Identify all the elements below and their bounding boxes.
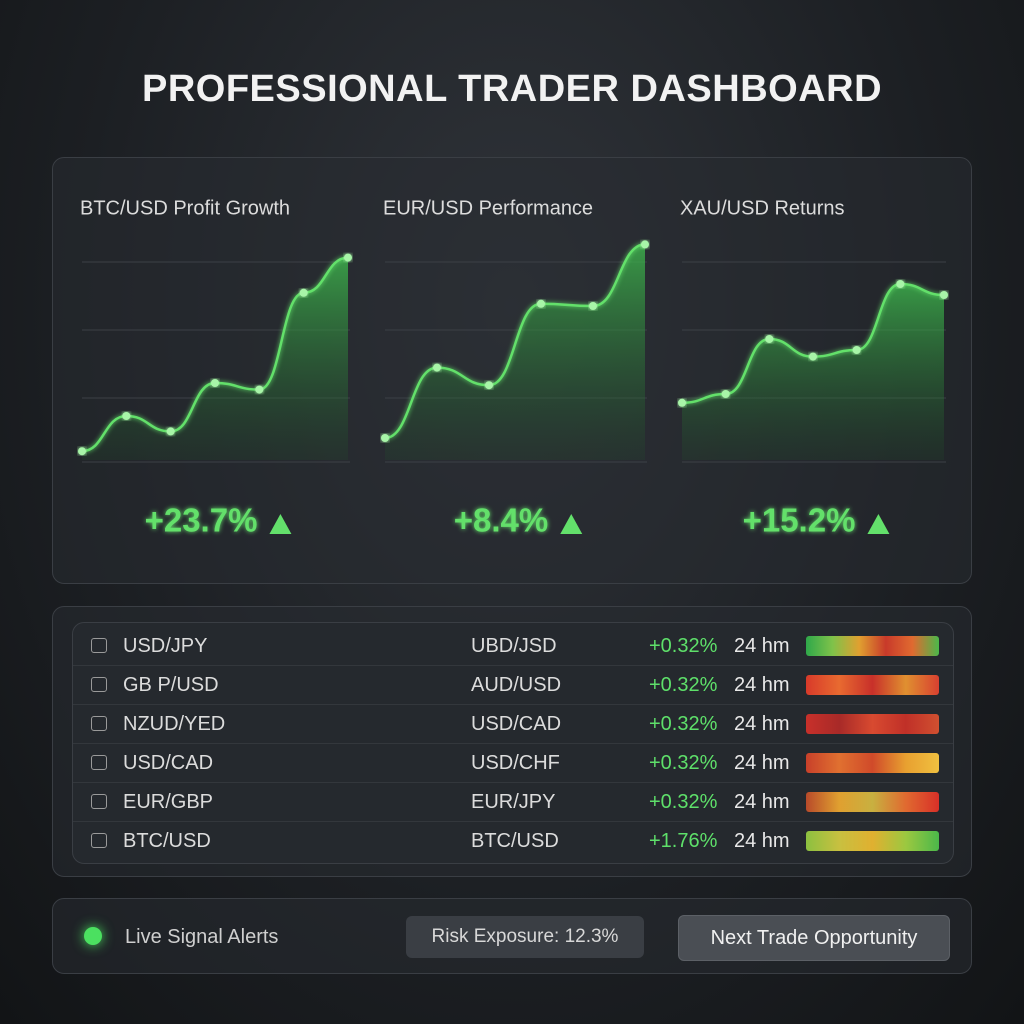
heat-bar: [806, 753, 939, 773]
row-icon: [91, 638, 107, 653]
area: [385, 244, 645, 460]
point: [641, 240, 649, 249]
pair-alt: USD/CAD: [471, 713, 562, 735]
table-row: BTC/USD BTC/USD +1.76% 24 hm: [73, 821, 953, 860]
line: [384, 243, 646, 440]
period: 24 hm: [734, 713, 790, 735]
point: [122, 412, 131, 420]
chart-title: BTC/USD Profit Growth: [80, 197, 290, 219]
point: [896, 280, 905, 288]
pair-alt: EUR/JPY: [471, 791, 556, 813]
pair-alt: USD/CHF: [471, 752, 560, 774]
area: [682, 284, 944, 460]
point: [433, 363, 441, 372]
point: [537, 299, 545, 308]
alerts-label: Live Signal Alerts: [125, 926, 279, 948]
change-label: +8.4%: [454, 502, 549, 539]
period: 24 hm: [734, 791, 790, 813]
pair: USD/JPY: [123, 635, 208, 657]
heat-bar: [806, 636, 939, 656]
row-icon: [91, 716, 107, 731]
up-arrow: [560, 514, 583, 534]
pair: BTC/USD: [123, 830, 211, 852]
period: 24 hm: [734, 830, 790, 852]
point: [166, 427, 175, 436]
heat-bar: [806, 831, 939, 851]
change: +1.76%: [649, 830, 718, 852]
row-icon: [91, 833, 107, 848]
chart-title: EUR/USD Performance: [383, 197, 593, 219]
point: [765, 335, 774, 343]
point: [381, 434, 389, 442]
change: +0.32%: [649, 713, 718, 735]
point: [485, 381, 493, 390]
point: [344, 253, 352, 262]
change-label: +15.2%: [743, 502, 856, 539]
change: +0.32%: [649, 635, 718, 657]
point: [589, 302, 597, 310]
point: [299, 288, 308, 297]
table-row: USD/CAD USD/CHF +0.32% 24 hm: [73, 743, 953, 783]
period: 24 hm: [734, 674, 790, 696]
pair: USD/CAD: [123, 752, 214, 774]
heat-bar: [806, 792, 939, 812]
pair-alt: AUD/USD: [471, 674, 562, 696]
change: +0.32%: [649, 752, 718, 774]
area: [82, 257, 348, 460]
point: [211, 379, 219, 387]
point: [78, 447, 86, 456]
heat-bar: [806, 675, 939, 695]
period: 24 hm: [734, 752, 790, 774]
footer-panel: Live Signal Alerts Risk Exposure: 12.3% …: [52, 898, 972, 974]
dashboard-title: PROFESSIONAL TRADER DASHBOARD: [141, 68, 883, 110]
pair: NZUD/YED: [123, 713, 226, 735]
table-row: USD/JPY UBD/JSD +0.32% 24 hm: [73, 626, 953, 666]
pair: EUR/GBP: [123, 791, 214, 813]
pair: GB P/USD: [123, 674, 219, 696]
point: [809, 352, 817, 361]
table-row: NZUD/YED USD/CAD +0.32% 24 hm: [73, 704, 953, 744]
pair-alt: BTC/USD: [471, 830, 559, 852]
row-icon: [91, 794, 107, 809]
table-row: EUR/GBP EUR/JPY +0.32% 24 hm: [73, 782, 953, 822]
change: +0.32%: [649, 674, 718, 696]
row-icon: [91, 677, 107, 692]
point: [721, 390, 730, 398]
pair-alt: UBD/JSD: [471, 635, 557, 657]
heat-bar: [806, 714, 939, 734]
up-arrow: [867, 514, 890, 534]
up-arrow: [269, 514, 292, 534]
row-icon: [91, 755, 107, 770]
charts: BTC/USD Profit Growth +23.7% EUR/USD Perfo…: [78, 197, 948, 539]
chart-title: XAU/USD Returns: [680, 197, 845, 219]
point: [940, 291, 948, 299]
period: 24 hm: [734, 635, 790, 657]
next-trade-button[interactable]: Next Trade Opportunity: [678, 915, 950, 961]
table: USD/JPY UBD/JSD +0.32% 24 hm GB P/USD AUD/USD…: [72, 622, 954, 864]
point: [678, 398, 686, 407]
table-row: GB P/USD AUD/USD +0.32% 24 hm: [73, 665, 953, 705]
change: +0.32%: [649, 791, 718, 813]
point: [852, 346, 861, 354]
point: [255, 385, 264, 394]
risk-exposure: Risk Exposure: 12.3%: [406, 916, 644, 958]
live-dot: [84, 927, 102, 945]
change-label: +23.7%: [145, 502, 258, 539]
